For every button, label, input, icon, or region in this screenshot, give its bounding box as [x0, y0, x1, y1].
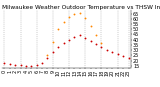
Point: [122, 56, 124, 57]
Point: [19, 64, 22, 65]
Point: [89, 40, 92, 41]
Point: [111, 52, 114, 53]
Point: [116, 54, 119, 55]
Point: [46, 58, 49, 59]
Point: [73, 13, 76, 14]
Point: [73, 36, 76, 37]
Point: [127, 58, 130, 59]
Point: [84, 37, 87, 38]
Point: [52, 41, 54, 42]
Point: [3, 62, 6, 63]
Point: [52, 52, 54, 53]
Point: [68, 39, 70, 40]
Point: [68, 16, 70, 17]
Point: [30, 65, 33, 66]
Point: [14, 64, 16, 65]
Point: [106, 49, 108, 51]
Point: [62, 42, 65, 44]
Point: [84, 17, 87, 18]
Point: [95, 43, 97, 45]
Point: [95, 35, 97, 36]
Point: [46, 55, 49, 56]
Point: [25, 65, 27, 66]
Point: [41, 62, 43, 63]
Point: [57, 29, 60, 30]
Point: [79, 35, 81, 36]
Point: [100, 46, 103, 48]
Point: [8, 63, 11, 64]
Point: [89, 25, 92, 27]
Point: [79, 12, 81, 13]
Text: Milwaukee Weather Outdoor Temperature vs THSW Index per Hour (24 Hours): Milwaukee Weather Outdoor Temperature vs…: [2, 5, 160, 10]
Point: [62, 21, 65, 23]
Point: [35, 64, 38, 65]
Point: [100, 42, 103, 44]
Point: [57, 46, 60, 48]
